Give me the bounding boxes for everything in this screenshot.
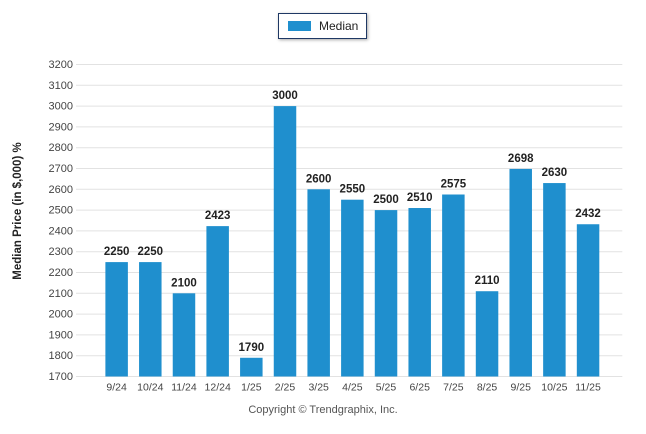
- svg-text:2500: 2500: [49, 205, 73, 217]
- svg-text:7/25: 7/25: [443, 382, 464, 394]
- svg-text:2300: 2300: [49, 246, 73, 258]
- svg-text:2600: 2600: [49, 184, 73, 196]
- svg-text:2630: 2630: [542, 167, 568, 179]
- svg-text:2100: 2100: [49, 288, 73, 300]
- svg-text:2400: 2400: [49, 225, 73, 237]
- svg-text:12/24: 12/24: [205, 382, 231, 394]
- svg-text:2423: 2423: [205, 210, 231, 222]
- svg-text:9/25: 9/25: [511, 382, 532, 394]
- svg-text:10/25: 10/25: [541, 382, 567, 394]
- svg-text:2250: 2250: [138, 246, 164, 258]
- svg-text:2432: 2432: [575, 208, 601, 220]
- svg-text:1700: 1700: [49, 371, 73, 383]
- svg-text:2100: 2100: [171, 277, 197, 289]
- svg-text:2200: 2200: [49, 267, 73, 279]
- svg-text:8/25: 8/25: [477, 382, 498, 394]
- svg-text:2/25: 2/25: [275, 382, 296, 394]
- svg-text:2510: 2510: [407, 192, 433, 204]
- svg-text:6/25: 6/25: [409, 382, 430, 394]
- svg-text:2000: 2000: [49, 309, 73, 321]
- svg-text:1900: 1900: [49, 329, 73, 341]
- svg-text:1/25: 1/25: [241, 382, 262, 394]
- svg-text:2700: 2700: [49, 163, 73, 175]
- svg-text:5/25: 5/25: [376, 382, 397, 394]
- svg-text:2600: 2600: [306, 173, 332, 185]
- svg-text:2800: 2800: [49, 142, 73, 154]
- svg-text:10/24: 10/24: [137, 382, 163, 394]
- svg-text:2250: 2250: [104, 246, 130, 258]
- svg-text:11/24: 11/24: [171, 382, 197, 394]
- svg-text:9/24: 9/24: [106, 382, 127, 394]
- svg-text:1800: 1800: [49, 350, 73, 362]
- svg-text:2900: 2900: [49, 121, 73, 133]
- svg-text:11/25: 11/25: [575, 382, 601, 394]
- svg-text:3200: 3200: [49, 59, 73, 71]
- svg-text:3000: 3000: [272, 90, 298, 102]
- svg-text:2500: 2500: [373, 194, 399, 206]
- svg-text:4/25: 4/25: [342, 382, 363, 394]
- svg-text:1790: 1790: [239, 342, 265, 354]
- svg-text:3000: 3000: [49, 101, 73, 113]
- svg-text:3/25: 3/25: [308, 382, 329, 394]
- svg-text:2698: 2698: [508, 153, 534, 165]
- svg-text:2110: 2110: [475, 275, 500, 287]
- svg-text:3100: 3100: [49, 80, 73, 92]
- svg-text:2550: 2550: [340, 184, 366, 196]
- svg-text:2575: 2575: [441, 179, 467, 191]
